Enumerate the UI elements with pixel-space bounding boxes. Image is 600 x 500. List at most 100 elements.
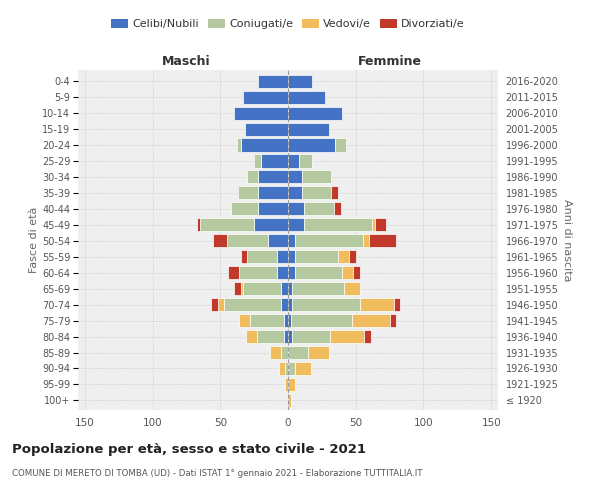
Bar xyxy=(239,266,277,280)
Bar xyxy=(229,266,239,280)
Bar xyxy=(241,250,247,264)
Bar xyxy=(295,266,342,280)
Bar xyxy=(288,378,295,391)
Bar xyxy=(288,298,292,311)
Bar xyxy=(211,298,218,311)
Bar xyxy=(254,154,261,168)
Bar xyxy=(241,138,288,151)
Bar xyxy=(234,282,241,295)
Bar xyxy=(288,346,308,359)
Bar xyxy=(284,314,288,327)
Bar xyxy=(250,314,284,327)
Bar xyxy=(281,346,288,359)
Bar xyxy=(238,186,258,200)
Bar xyxy=(257,330,284,343)
Bar xyxy=(284,330,288,343)
Bar xyxy=(288,234,295,248)
Bar xyxy=(295,250,338,264)
Bar xyxy=(218,298,224,311)
Bar xyxy=(375,218,386,232)
Bar xyxy=(247,250,277,264)
Bar xyxy=(258,74,288,88)
Bar xyxy=(288,122,329,136)
Bar xyxy=(243,90,288,104)
Bar xyxy=(288,266,295,280)
Bar xyxy=(268,234,288,248)
Bar xyxy=(342,266,353,280)
Bar xyxy=(302,186,331,200)
Bar xyxy=(295,362,311,375)
Bar xyxy=(197,218,200,232)
Bar xyxy=(372,218,375,232)
Bar xyxy=(288,154,299,168)
Bar xyxy=(352,314,389,327)
Text: Popolazione per età, sesso e stato civile - 2021: Popolazione per età, sesso e stato civil… xyxy=(12,442,366,456)
Bar xyxy=(288,250,295,264)
Bar xyxy=(308,346,329,359)
Bar xyxy=(271,346,281,359)
Bar xyxy=(285,378,288,391)
Bar xyxy=(214,234,227,248)
Bar xyxy=(288,106,342,120)
Bar xyxy=(258,202,288,215)
Bar xyxy=(288,330,292,343)
Bar xyxy=(353,266,360,280)
Bar xyxy=(288,202,304,215)
Bar xyxy=(231,202,258,215)
Bar xyxy=(247,170,258,183)
Bar xyxy=(288,314,291,327)
Bar xyxy=(288,362,295,375)
Bar xyxy=(245,122,288,136)
Bar xyxy=(288,394,291,407)
Bar xyxy=(292,282,344,295)
Text: COMUNE DI MERETO DI TOMBA (UD) - Dati ISTAT 1° gennaio 2021 - Elaborazione TUTTI: COMUNE DI MERETO DI TOMBA (UD) - Dati IS… xyxy=(12,469,422,478)
Bar xyxy=(285,362,288,375)
Bar xyxy=(344,282,360,295)
Bar xyxy=(292,330,330,343)
Bar xyxy=(288,218,304,232)
Legend: Celibi/Nubili, Coniugati/e, Vedovi/e, Divorziati/e: Celibi/Nubili, Coniugati/e, Vedovi/e, Di… xyxy=(107,14,469,34)
Bar xyxy=(295,234,362,248)
Bar xyxy=(330,330,364,343)
Bar xyxy=(261,154,288,168)
Y-axis label: Fasce di età: Fasce di età xyxy=(29,207,39,273)
Bar xyxy=(299,154,313,168)
Bar xyxy=(288,74,313,88)
Bar xyxy=(277,250,288,264)
Bar xyxy=(281,282,288,295)
Bar xyxy=(241,282,243,295)
Bar xyxy=(362,234,369,248)
Text: Maschi: Maschi xyxy=(162,54,211,68)
Bar xyxy=(254,218,288,232)
Bar xyxy=(200,218,254,232)
Bar xyxy=(278,362,285,375)
Bar xyxy=(335,138,346,151)
Bar xyxy=(369,234,397,248)
Bar xyxy=(389,314,397,327)
Bar xyxy=(288,170,302,183)
Bar xyxy=(288,282,292,295)
Bar xyxy=(288,138,335,151)
Bar xyxy=(234,106,288,120)
Bar xyxy=(291,314,352,327)
Bar xyxy=(277,266,288,280)
Bar xyxy=(304,202,334,215)
Bar xyxy=(258,186,288,200)
Bar xyxy=(331,186,338,200)
Bar xyxy=(281,298,288,311)
Y-axis label: Anni di nascita: Anni di nascita xyxy=(562,198,572,281)
Bar xyxy=(360,298,394,311)
Text: Femmine: Femmine xyxy=(358,54,422,68)
Bar xyxy=(394,298,400,311)
Bar xyxy=(288,90,325,104)
Bar xyxy=(288,186,302,200)
Bar xyxy=(292,298,360,311)
Bar xyxy=(334,202,341,215)
Bar xyxy=(302,170,331,183)
Bar xyxy=(227,234,268,248)
Bar xyxy=(243,282,281,295)
Bar xyxy=(338,250,349,264)
Bar xyxy=(246,330,257,343)
Bar xyxy=(224,298,281,311)
Bar xyxy=(304,218,372,232)
